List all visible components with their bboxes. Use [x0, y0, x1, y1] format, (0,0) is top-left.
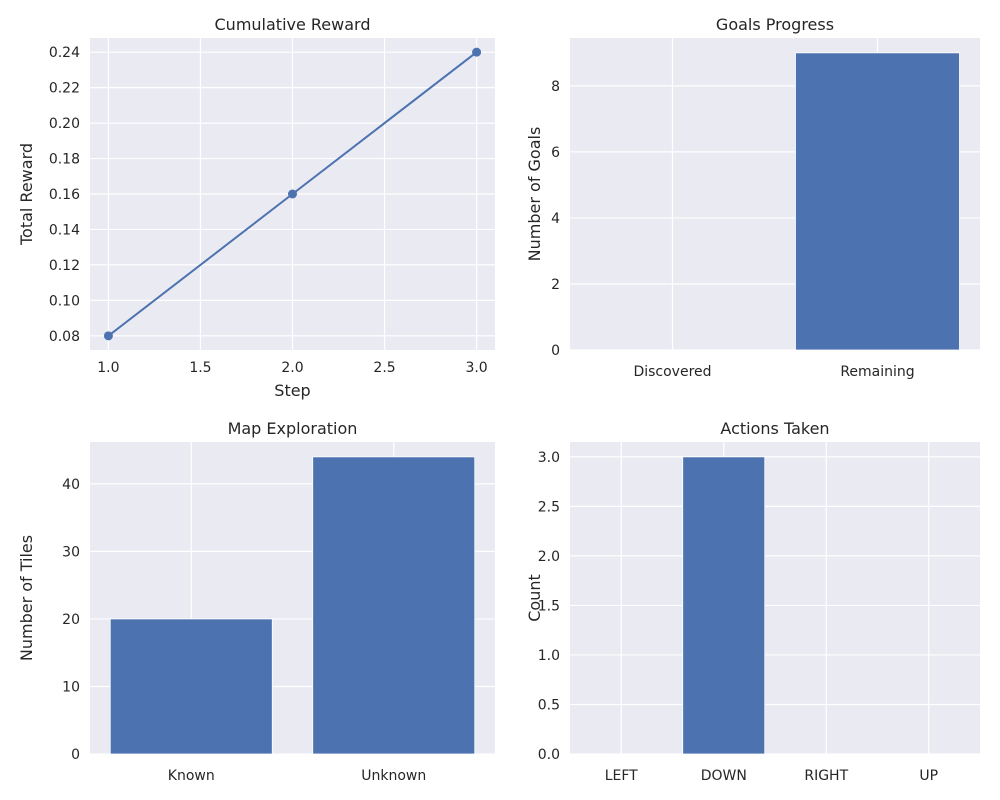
x-tick-label: 1.0 — [97, 360, 119, 376]
x-tick-label: 3.0 — [465, 360, 487, 376]
chart-title: Actions Taken — [720, 419, 829, 438]
y-tick-label: 0.16 — [49, 187, 80, 203]
y-tick-label: 0.0 — [538, 747, 560, 763]
y-tick-label: 0.08 — [49, 329, 80, 345]
y-tick-label: 4 — [551, 211, 560, 227]
category-label: UP — [919, 768, 938, 784]
category-label: RIGHT — [804, 768, 848, 784]
chart-actions-taken: LEFT DOWN RIGHT UP 0.0 0.5 1.0 1.5 2.0 2.5 3.0 Acti… — [525, 419, 980, 784]
y-tick-label: 0.12 — [49, 258, 80, 274]
category-label: Known — [168, 768, 215, 784]
y-tick-label: 0.20 — [49, 116, 80, 132]
y-tick-label: 0.24 — [49, 45, 80, 61]
chart-title: Cumulative Reward — [215, 15, 371, 34]
data-point — [103, 331, 113, 341]
bar — [312, 456, 476, 755]
y-tick-label: 20 — [62, 612, 80, 628]
bar — [109, 618, 273, 755]
y-tick-label: 1.0 — [538, 648, 560, 664]
y-axis-label: Number of Goals — [525, 127, 544, 262]
y-tick-label: 8 — [551, 79, 560, 95]
plot-area — [570, 442, 980, 754]
chart-goals-progress: Discovered Remaining 0 2 4 6 8 Goals Progress Nu… — [525, 15, 980, 380]
chart-title: Map Exploration — [228, 419, 358, 438]
y-axis-label: Count — [525, 574, 544, 622]
y-tick-label: 0.14 — [49, 222, 80, 238]
data-point — [288, 189, 297, 199]
y-tick-label: 0.10 — [49, 293, 80, 309]
y-tick-label: 30 — [62, 544, 80, 560]
category-label: Remaining — [840, 364, 914, 380]
y-tick-label: 3.0 — [538, 450, 560, 466]
y-tick-label: 6 — [551, 145, 560, 161]
x-tick-label: 2.5 — [373, 360, 395, 376]
y-axis-label: Total Reward — [17, 143, 36, 246]
x-tick-label: 2.0 — [281, 360, 303, 376]
chart-cumulative-reward: 1.0 1.5 2.0 2.5 3.0 0.08 0.10 0.12 0.14 0.16 0.18 0… — [17, 15, 495, 400]
y-tick-label: 0.5 — [538, 697, 560, 713]
y-tick-label: 2.0 — [538, 549, 560, 565]
y-axis-label: Number of Tiles — [17, 535, 36, 661]
chart-map-exploration: Known Unknown 0 10 20 30 40 Map Exploration Numb… — [17, 419, 495, 784]
bar — [795, 52, 960, 351]
chart-title: Goals Progress — [716, 15, 834, 34]
y-tick-label: 2.5 — [538, 499, 560, 515]
y-tick-label: 10 — [62, 679, 80, 695]
y-tick-label: 40 — [62, 477, 80, 493]
y-tick-label: 0.18 — [49, 152, 80, 168]
category-label: LEFT — [605, 768, 638, 784]
bar — [682, 456, 766, 755]
x-axis-label: Step — [274, 381, 310, 400]
category-label: DOWN — [701, 768, 747, 784]
y-tick-label: 0 — [71, 747, 80, 763]
y-tick-label: 0 — [551, 343, 560, 359]
y-tick-label: 0.22 — [49, 81, 80, 97]
x-tick-label: 1.5 — [189, 360, 211, 376]
y-tick-label: 2 — [551, 277, 560, 293]
y-tick-label: 1.5 — [538, 598, 560, 614]
category-label: Discovered — [633, 364, 711, 380]
data-point — [472, 47, 482, 57]
category-label: Unknown — [361, 768, 426, 784]
